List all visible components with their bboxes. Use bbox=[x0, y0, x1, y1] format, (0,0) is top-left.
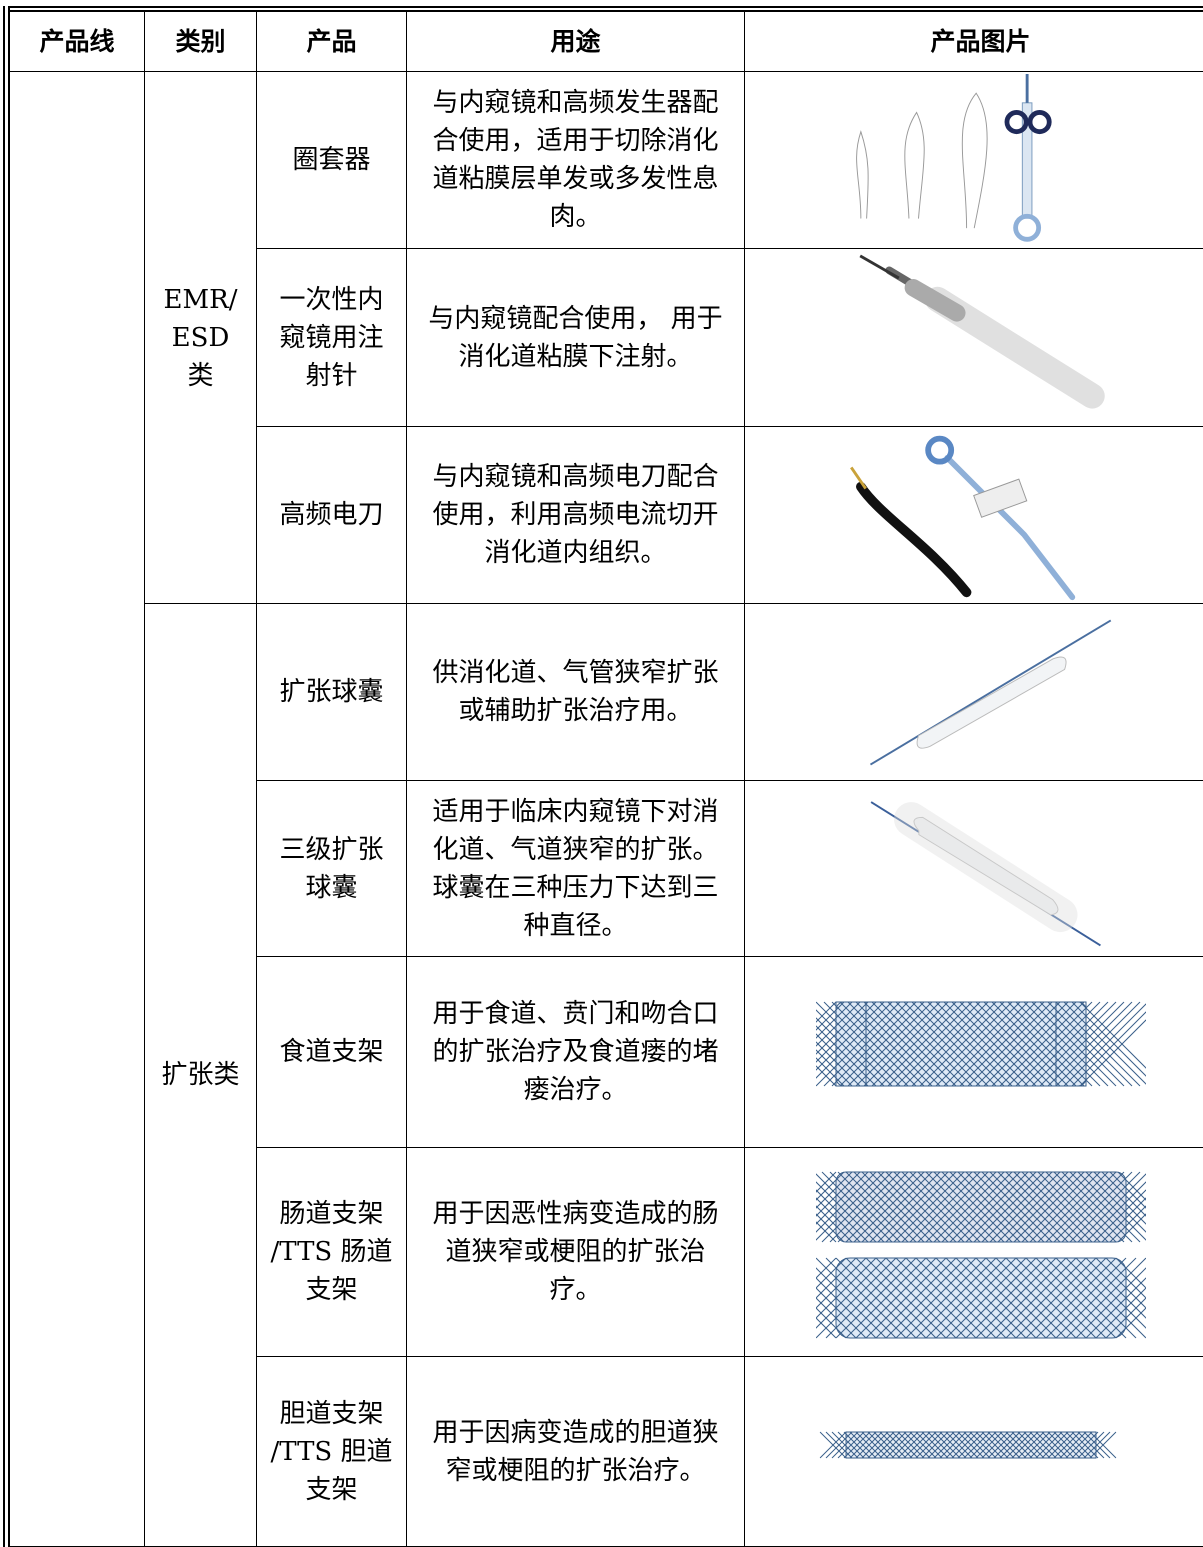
product-name: 支架 bbox=[269, 1471, 394, 1509]
product-name: /TTS 胆道 bbox=[269, 1433, 394, 1471]
table-row: 扩张类扩张球囊供消化道、气管狭窄扩张或辅助扩张治疗用。 bbox=[7, 604, 1203, 781]
product-picture bbox=[816, 251, 1146, 425]
use-cell: 用于因病变造成的胆道狭窄或梗阻的扩张治疗。 bbox=[407, 1357, 745, 1547]
product-picture bbox=[816, 429, 1146, 602]
use-text: 与内窥镜和高频电刀配合使用，利用高频电流切开消化道内组织。 bbox=[432, 462, 718, 568]
use-cell: 与内窥镜和高频电刀配合使用，利用高频电流切开消化道内组织。 bbox=[407, 427, 745, 604]
use-cell: 用于因恶性病变造成的肠道狭窄或梗阻的扩张治疗。 bbox=[407, 1148, 745, 1357]
picture-shape bbox=[913, 287, 957, 312]
use-cell: 用于食道、贲门和吻合口的扩张治疗及食道瘘的堵瘘治疗。 bbox=[407, 957, 745, 1148]
category-cell: 扩张类 bbox=[145, 604, 257, 1547]
header-cell: 产品图片 bbox=[745, 9, 1203, 72]
use-text: 用于因病变造成的胆道狭窄或梗阻的扩张治疗。 bbox=[432, 1418, 718, 1486]
product-name-cell: 三级扩张球囊 bbox=[257, 781, 407, 957]
product-picture bbox=[816, 1362, 1146, 1542]
picture-shape bbox=[860, 255, 899, 277]
category-text: EMR/ bbox=[157, 281, 244, 319]
picture-shape bbox=[947, 457, 1072, 596]
picture-shape bbox=[836, 1258, 1126, 1338]
product-name: 射针 bbox=[269, 357, 394, 395]
picture-shape bbox=[860, 486, 966, 592]
use-cell: 适用于临床内窥镜下对消化道、气道狭窄的扩张。球囊在三种压力下达到三种直径。 bbox=[407, 781, 745, 957]
picture-shape bbox=[911, 819, 1060, 915]
picture-cell bbox=[745, 604, 1203, 781]
picture-cell bbox=[745, 1148, 1203, 1357]
use-cell: 与内窥镜和高频发生器配合使用，适用于切除消化道粘膜层单发或多发性息肉。 bbox=[407, 72, 745, 249]
product-table: 产品线类别产品用途产品图片 EMR/ESD 类圈套器与内窥镜和高频发生器配合使用… bbox=[3, 6, 1203, 1547]
use-cell: 供消化道、气管狭窄扩张或辅助扩张治疗用。 bbox=[407, 604, 745, 781]
use-text: 供消化道、气管狭窄扩张或辅助扩张治疗用。 bbox=[432, 658, 718, 726]
product-name-cell: 胆道支架/TTS 胆道支架 bbox=[257, 1357, 407, 1547]
picture-shape bbox=[928, 438, 951, 461]
product-name: 三级扩张 bbox=[269, 831, 394, 869]
category-cell: EMR/ESD 类 bbox=[145, 72, 257, 604]
product-name: 食道支架 bbox=[269, 1033, 394, 1071]
table-body: EMR/ESD 类圈套器与内窥镜和高频发生器配合使用，适用于切除消化道粘膜层单发… bbox=[7, 72, 1203, 1547]
picture-shape bbox=[962, 93, 987, 228]
product-name: /TTS 肠道 bbox=[269, 1233, 394, 1271]
product-name-cell: 扩张球囊 bbox=[257, 604, 407, 781]
picture-shape bbox=[1030, 112, 1049, 131]
product-picture bbox=[816, 962, 1146, 1142]
picture-cell bbox=[745, 957, 1203, 1148]
picture-cell bbox=[745, 249, 1203, 427]
header-row: 产品线类别产品用途产品图片 bbox=[7, 9, 1203, 72]
product-line-cell bbox=[7, 72, 145, 1547]
product-name-cell: 高频电刀 bbox=[257, 427, 407, 604]
product-name: 一次性内 bbox=[269, 281, 394, 319]
product-name: 窥镜用注 bbox=[269, 319, 394, 357]
table-head: 产品线类别产品用途产品图片 bbox=[7, 9, 1203, 72]
product-name: 高频电刀 bbox=[269, 496, 394, 534]
use-text: 用于因恶性病变造成的肠道狭窄或梗阻的扩张治疗。 bbox=[432, 1199, 718, 1305]
header-cell: 类别 bbox=[145, 9, 257, 72]
product-name: 扩张球囊 bbox=[269, 673, 394, 711]
picture-shape bbox=[904, 112, 923, 218]
product-name-cell: 食道支架 bbox=[257, 957, 407, 1148]
header-cell: 产品线 bbox=[7, 9, 145, 72]
product-name-cell: 肠道支架/TTS 肠道支架 bbox=[257, 1148, 407, 1357]
picture-cell bbox=[745, 1357, 1203, 1547]
product-name: 圈套器 bbox=[269, 141, 394, 179]
product-name: 胆道支架 bbox=[269, 1395, 394, 1433]
product-name: 支架 bbox=[269, 1271, 394, 1309]
picture-shape bbox=[1015, 216, 1038, 239]
use-cell: 与内窥镜配合使用， 用于消化道粘膜下注射。 bbox=[407, 249, 745, 427]
product-name: 肠道支架 bbox=[269, 1195, 394, 1233]
header-cell: 产品 bbox=[257, 9, 407, 72]
product-picture bbox=[816, 606, 1146, 779]
product-picture bbox=[816, 74, 1146, 247]
picture-cell bbox=[745, 781, 1203, 957]
category-text: ESD 类 bbox=[157, 319, 244, 395]
picture-shape bbox=[870, 620, 1110, 764]
use-text: 适用于临床内窥镜下对消化道、气道狭窄的扩张。球囊在三种压力下达到三种直径。 bbox=[432, 797, 718, 941]
picture-shape bbox=[856, 131, 868, 218]
picture-shape bbox=[836, 1172, 1126, 1242]
use-text: 用于食道、贲门和吻合口的扩张治疗及食道瘘的堵瘘治疗。 bbox=[432, 999, 718, 1105]
picture-shape bbox=[917, 656, 1066, 747]
use-text: 与内窥镜配合使用， 用于消化道粘膜下注射。 bbox=[428, 304, 722, 372]
header-cell: 用途 bbox=[407, 9, 745, 72]
product-picture bbox=[816, 1162, 1146, 1342]
category-text: 扩张类 bbox=[157, 1056, 244, 1094]
table-row: EMR/ESD 类圈套器与内窥镜和高频发生器配合使用，适用于切除消化道粘膜层单发… bbox=[7, 72, 1203, 249]
product-name: 球囊 bbox=[269, 869, 394, 907]
product-name-cell: 圈套器 bbox=[257, 72, 407, 249]
picture-cell bbox=[745, 427, 1203, 604]
use-text: 与内窥镜和高频发生器配合使用，适用于切除消化道粘膜层单发或多发性息肉。 bbox=[432, 88, 718, 232]
picture-cell bbox=[745, 72, 1203, 249]
product-name-cell: 一次性内窥镜用注射针 bbox=[257, 249, 407, 427]
product-picture bbox=[816, 783, 1146, 955]
